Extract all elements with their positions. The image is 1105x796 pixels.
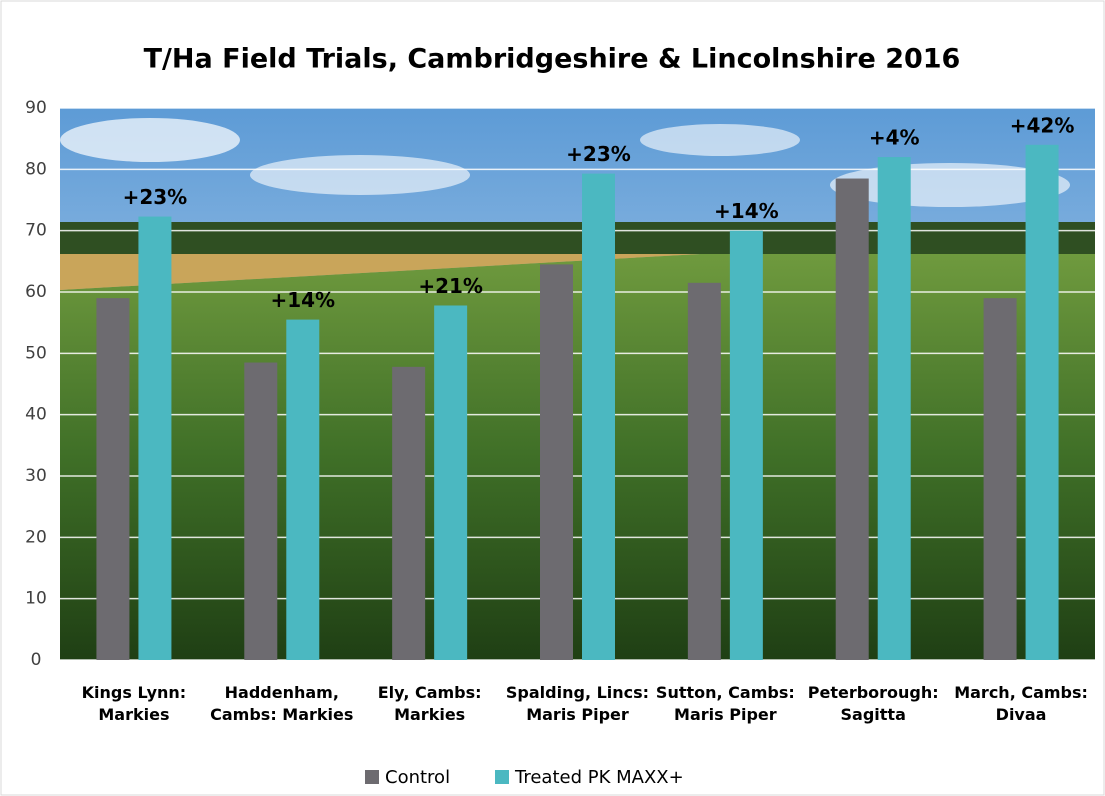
y-tick-label: 70 bbox=[25, 221, 47, 241]
legend-swatch bbox=[495, 770, 509, 784]
bar bbox=[96, 298, 129, 660]
chart: T/Ha Field Trials, Cambridgeshire & Linc… bbox=[0, 0, 1105, 796]
bar bbox=[286, 320, 319, 660]
y-tick-label: 80 bbox=[25, 159, 47, 179]
bar bbox=[244, 363, 277, 660]
bar bbox=[688, 283, 721, 660]
y-tick-label: 60 bbox=[25, 282, 47, 302]
x-tick-label: Ely, Cambs: Markies bbox=[355, 682, 505, 726]
chart-container: T/Ha Field Trials, Cambridgeshire & Linc… bbox=[0, 0, 1105, 796]
bar bbox=[582, 174, 615, 660]
bar bbox=[434, 305, 467, 660]
bar bbox=[540, 264, 573, 660]
x-tick-label: Haddenham, Cambs: Markies bbox=[207, 682, 357, 726]
x-tick-label: Kings Lynn: Markies bbox=[59, 682, 209, 726]
x-tick-label: Sutton, Cambs: Maris Piper bbox=[650, 682, 800, 726]
bar bbox=[392, 367, 425, 660]
x-tick-label: Peterborough: Sagitta bbox=[798, 682, 948, 726]
bar bbox=[836, 179, 869, 660]
y-tick-label: 50 bbox=[25, 343, 47, 363]
annotation: +14% bbox=[714, 199, 779, 223]
annotation: +23% bbox=[123, 185, 188, 209]
bar bbox=[1026, 145, 1059, 660]
legend-label: Control bbox=[385, 767, 450, 788]
bar bbox=[730, 231, 763, 660]
x-tick-label: March, Cambs: Divaa bbox=[946, 682, 1096, 726]
y-tick-label: 90 bbox=[25, 98, 47, 118]
legend-swatch bbox=[365, 770, 379, 784]
y-tick-label: 10 bbox=[25, 589, 47, 609]
y-tick-label: 30 bbox=[25, 466, 47, 486]
bar bbox=[138, 217, 171, 660]
legend-label: Treated PK MAXX+ bbox=[514, 767, 684, 788]
annotation: +4% bbox=[869, 126, 920, 150]
bar bbox=[878, 157, 911, 660]
annotation: +14% bbox=[270, 288, 335, 312]
bar bbox=[984, 298, 1017, 660]
y-tick-label: 40 bbox=[25, 405, 47, 425]
annotation: +42% bbox=[1010, 113, 1075, 137]
y-tick-label: 20 bbox=[25, 527, 47, 547]
plot-background bbox=[60, 108, 1095, 660]
chart-title: T/Ha Field Trials, Cambridgeshire & Linc… bbox=[144, 44, 961, 75]
annotation: +21% bbox=[418, 274, 483, 298]
y-tick-label: 0 bbox=[31, 650, 42, 670]
annotation: +23% bbox=[566, 142, 631, 166]
x-tick-label: Spalding, Lincs: Maris Piper bbox=[503, 682, 653, 726]
